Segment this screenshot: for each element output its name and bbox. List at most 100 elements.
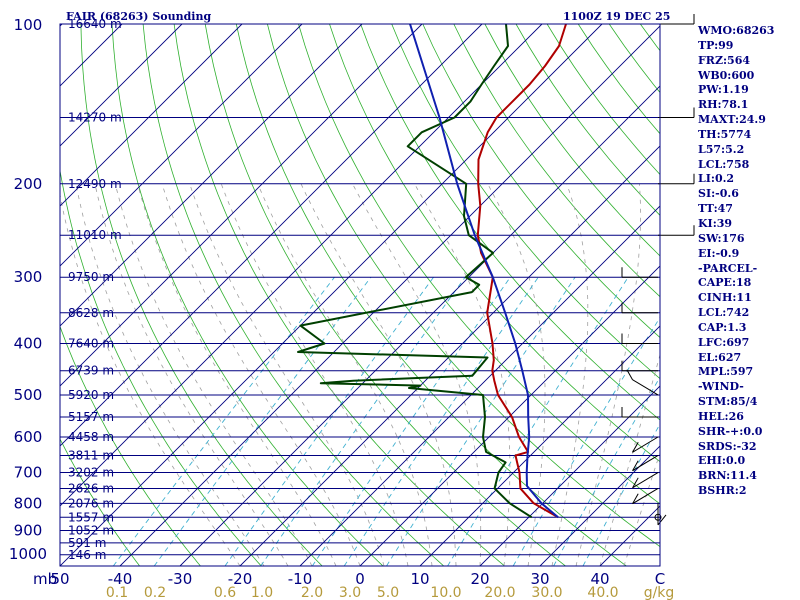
pressure-tick-label: 400 xyxy=(14,335,43,353)
dry-adiabat xyxy=(60,325,201,566)
wind-barb-staff xyxy=(632,455,659,472)
height-label: 1052 m xyxy=(68,523,114,537)
temperature-tick-label: -30 xyxy=(168,570,193,588)
index-item: SRDS:-32 xyxy=(698,439,757,453)
temperature-tick-label: C xyxy=(655,570,665,588)
isotherm xyxy=(60,24,303,267)
index-item: FRZ:564 xyxy=(698,53,751,67)
mixing-ratio-label: 3.0 xyxy=(339,585,361,600)
temperature-tick-label: 0 xyxy=(355,570,365,588)
wind-barb-feather xyxy=(632,477,639,489)
pressure-tick-label: 1000 xyxy=(9,545,47,563)
dry-adiabat xyxy=(173,24,505,566)
pressure-tick-label: 600 xyxy=(14,428,43,446)
height-label: 11010 m xyxy=(68,228,122,242)
plot-frame xyxy=(59,23,661,567)
height-label: 7640 m xyxy=(68,337,114,351)
dry-adiabat xyxy=(391,24,660,380)
isotherms xyxy=(60,24,660,566)
indices-panel: WMO:68263 TP:99 FRZ:564 WB0:600 PW:1.19 RH:78… xyxy=(698,24,798,499)
height-label: 8628 m xyxy=(68,306,114,320)
index-item: HEL:26 xyxy=(698,409,744,423)
index-item: SHR-+:0.0 xyxy=(698,424,763,438)
index-item: TT:47 xyxy=(698,202,733,216)
temperature-tick-label: 30 xyxy=(530,570,549,588)
moist-adiabat xyxy=(114,183,313,566)
mixing-ratio-line xyxy=(512,316,660,566)
index-item: LCL:758 xyxy=(698,157,750,171)
index-item: SW:176 xyxy=(698,231,745,245)
isotherm xyxy=(299,205,660,566)
moist-adiabat xyxy=(352,183,482,566)
wind-barbs xyxy=(621,14,695,526)
wind-barb-staff xyxy=(632,436,659,453)
isotherm xyxy=(60,24,543,507)
height-label: 5157 m xyxy=(68,410,114,424)
moist-adiabat xyxy=(60,192,241,566)
pressure-unit-label: mb xyxy=(33,570,57,588)
index-item: BSHR:2 xyxy=(698,484,747,498)
mixing-ratio-line xyxy=(343,276,539,566)
dewpoint-line xyxy=(297,24,533,519)
temperature-tick-label: 10 xyxy=(410,570,429,588)
height-label: 9750 m xyxy=(68,270,114,284)
pressure-tick-label: 100 xyxy=(14,16,43,34)
mixing-ratio-line xyxy=(112,276,335,566)
temperature-tick-label: 50 xyxy=(50,570,69,588)
height-label: 3202 m xyxy=(68,466,114,480)
moist-adiabat xyxy=(75,183,265,566)
isotherm xyxy=(419,325,660,566)
moist-adiabat xyxy=(94,183,289,566)
mixing-ratio-label: 0.6 xyxy=(214,585,236,600)
wind-barb-staff xyxy=(632,379,659,396)
moist-adiabat xyxy=(161,183,361,566)
mixing-ratio-lines xyxy=(112,276,660,566)
height-label: 5920 m xyxy=(68,388,114,402)
index-item: TH:5774 xyxy=(698,127,752,141)
dry-adiabat xyxy=(298,24,660,505)
wind-barb-feather xyxy=(632,460,639,471)
height-label: 4458 m xyxy=(68,430,114,444)
mixing-ratio-label: 1.0 xyxy=(251,585,273,600)
mixing-ratio-label: 0.2 xyxy=(144,585,166,600)
index-item: CAPE:18 xyxy=(698,276,752,290)
valid-time: 1100Z 19 DEC 25 xyxy=(563,10,670,23)
temperature-line xyxy=(476,24,567,519)
isotherm xyxy=(60,24,483,447)
pressure-tick-label: 900 xyxy=(14,521,43,539)
height-label: 3811 m xyxy=(68,448,114,462)
index-item: LI:0.2 xyxy=(698,172,735,186)
dry-adiabat xyxy=(453,24,660,298)
height-label: 2626 m xyxy=(68,481,114,495)
index-item: TP:99 xyxy=(698,38,734,52)
dry-adiabat xyxy=(204,24,566,566)
index-item: L57:5.2 xyxy=(698,142,745,156)
wind-barb-feather xyxy=(632,442,639,453)
isotherm xyxy=(119,25,660,566)
mixing-ratio-label: 0.1 xyxy=(106,585,128,600)
dry-adiabat xyxy=(60,168,262,566)
height-label: 1557 m xyxy=(68,510,114,524)
dry-adiabat xyxy=(360,24,660,421)
wind-barb-feather xyxy=(626,369,633,380)
mixing-ratio-label: 30.0 xyxy=(531,585,562,600)
temperature-tick-label: -20 xyxy=(228,570,253,588)
mixing-ratio-label: 20.0 xyxy=(484,585,515,600)
index-item: SI:-0.6 xyxy=(698,187,739,201)
pressure-tick-label: 500 xyxy=(14,386,43,404)
isotherm xyxy=(60,24,183,147)
mixing-ratio-label: 10.0 xyxy=(430,585,461,600)
mixing-ratio-line xyxy=(153,276,372,566)
isobars xyxy=(60,24,660,556)
isotherm xyxy=(60,24,423,387)
temperature-tick-label: -10 xyxy=(288,570,313,588)
mixing-ratio-line xyxy=(224,276,434,566)
moist-adiabat xyxy=(414,183,511,566)
isotherm xyxy=(60,24,603,566)
moist-adiabats xyxy=(60,183,660,566)
mixing-ratio-line xyxy=(311,276,511,566)
